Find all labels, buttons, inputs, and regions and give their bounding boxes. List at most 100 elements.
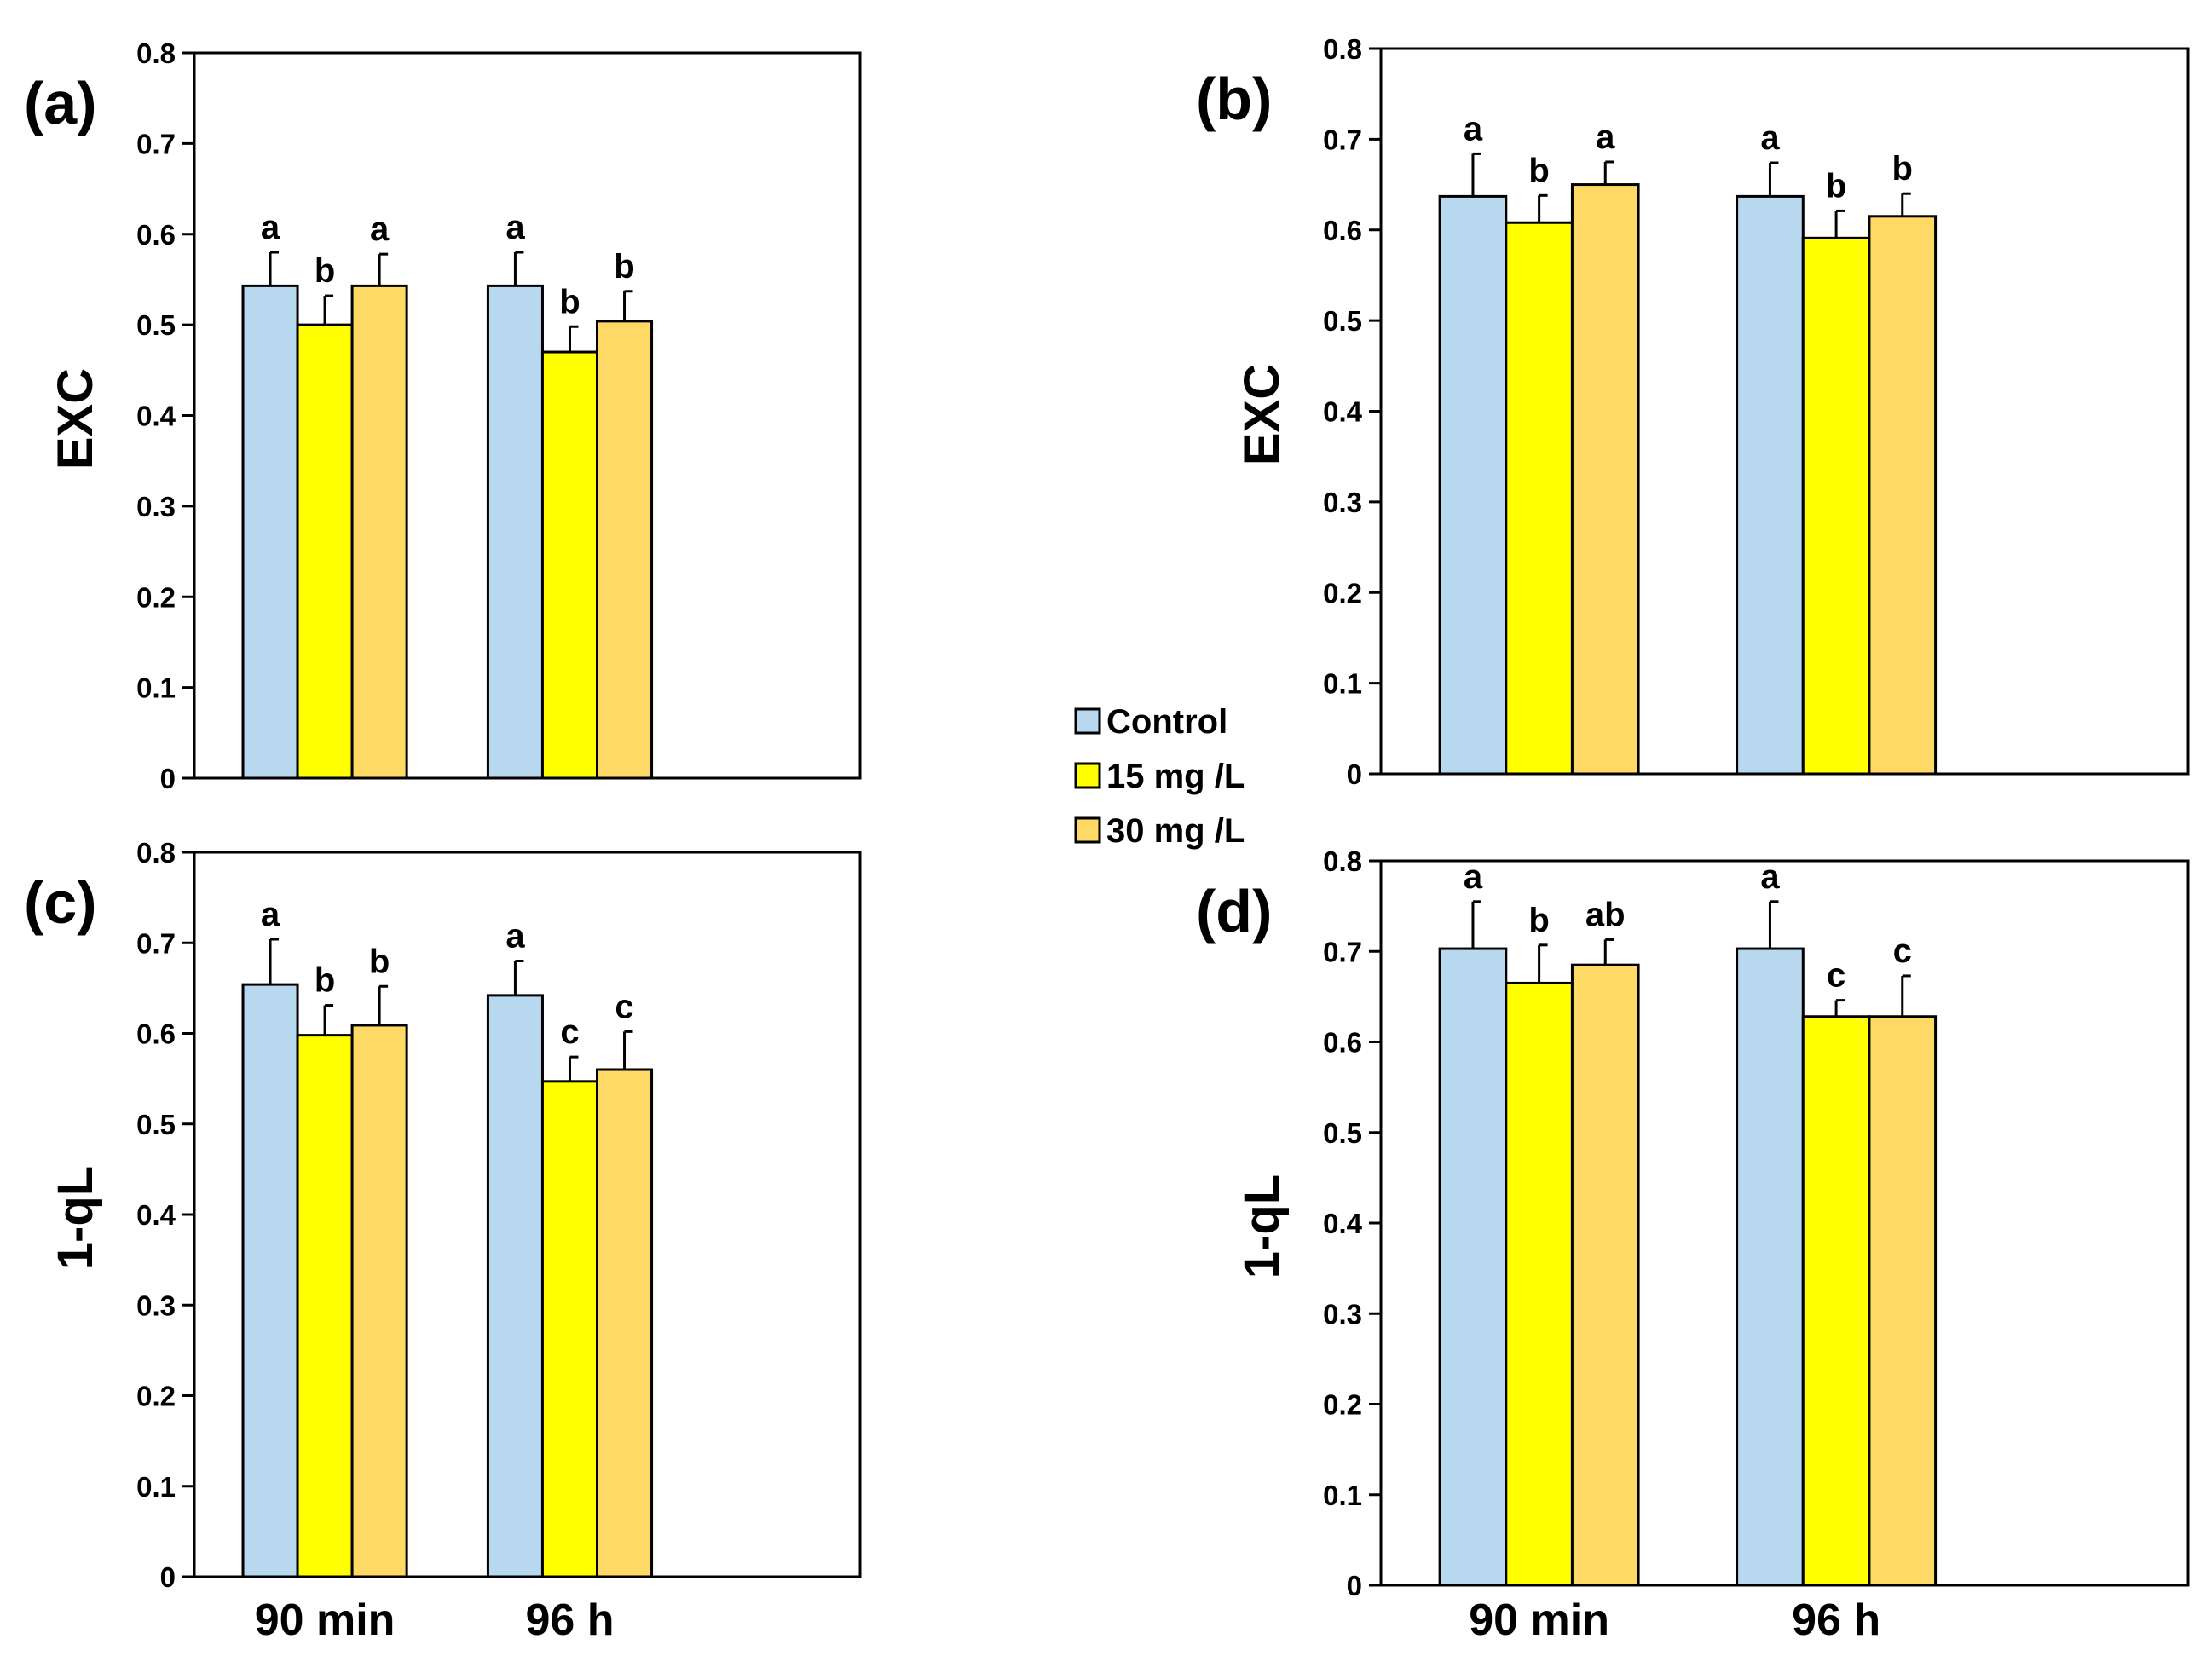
y-tick-label: 0.4 <box>1323 1208 1363 1239</box>
significance-letter: b <box>315 252 335 290</box>
y-tick-label: 0.8 <box>136 837 176 868</box>
bar <box>1438 947 1508 1587</box>
bar <box>241 983 299 1578</box>
bar <box>486 994 544 1578</box>
bar <box>241 284 299 780</box>
chart-panel-b: 0 0.1 0.2 0.3 0.4 0.5 0.6 0.7 0.8 EXC (b) a b a a b b <box>1196 33 2190 790</box>
y-tick-label: 0.8 <box>1323 33 1362 65</box>
significance-letter: b <box>1892 150 1913 188</box>
significance-letter: b <box>614 248 634 286</box>
significance-letter: b <box>369 943 390 980</box>
y-tick-label: 0.7 <box>136 128 176 159</box>
bar <box>1868 1015 1938 1587</box>
bar <box>1801 236 1871 776</box>
panel-label: (d) <box>1196 878 1272 944</box>
bar <box>1801 1015 1871 1587</box>
y-tick-label: 0.1 <box>1323 1480 1362 1511</box>
bar <box>350 284 408 780</box>
significance-letter: b <box>1528 152 1549 189</box>
legend-swatch <box>1074 762 1101 789</box>
bar <box>540 350 599 780</box>
y-tick-label: 0.1 <box>1323 668 1362 700</box>
bar <box>1438 194 1508 776</box>
legend-swatch <box>1074 816 1101 844</box>
bar <box>296 1034 354 1578</box>
bar <box>1736 947 1805 1587</box>
legend: Control 15 mg /L 30 mg /L <box>1074 703 1245 850</box>
y-tick-label: 0.5 <box>1323 1117 1362 1149</box>
significance-letter: a <box>505 918 525 955</box>
significance-letter: a <box>261 896 280 933</box>
panel-label: (b) <box>1196 66 1272 132</box>
y-tick-label: 0.2 <box>136 581 176 613</box>
y-tick-label: 0.6 <box>1323 215 1362 246</box>
y-tick-label: 0.3 <box>1323 1298 1362 1330</box>
significance-letter: c <box>1893 932 1912 970</box>
y-tick-label: 0 <box>160 763 176 794</box>
bar <box>1570 963 1640 1587</box>
legend-item: Control <box>1074 703 1227 741</box>
y-tick-label: 0.2 <box>136 1381 176 1412</box>
y-axis-label: 1-qL <box>1234 1174 1290 1278</box>
legend-swatch <box>1074 707 1101 735</box>
bar <box>486 284 544 780</box>
significance-letter: c <box>560 1013 579 1051</box>
panel-label: (c) <box>24 869 97 936</box>
y-tick-label: 0.8 <box>136 38 176 69</box>
y-axis-label: 1-qL <box>48 1166 103 1270</box>
y-tick-label: 0.6 <box>136 219 176 251</box>
x-tick-label: 90 min <box>1469 1595 1609 1645</box>
significance-letter: b <box>1826 167 1846 205</box>
x-tick-label: 96 h <box>525 1595 614 1645</box>
y-tick-label: 0.2 <box>1323 1389 1362 1421</box>
significance-letter: a <box>1760 119 1780 157</box>
y-axis-label: EXC <box>48 368 103 470</box>
y-tick-label: 0.5 <box>136 1109 176 1140</box>
significance-letter: a <box>1596 118 1615 156</box>
y-tick-label: 0.2 <box>1323 577 1362 609</box>
y-tick-label: 0.3 <box>136 1290 176 1321</box>
legend-item: 15 mg /L <box>1074 758 1245 795</box>
y-tick-label: 0.3 <box>1323 487 1362 518</box>
y-tick-label: 0.6 <box>1323 1027 1362 1059</box>
x-tick-label: 96 h <box>1792 1595 1880 1645</box>
significance-letter: a <box>370 211 390 248</box>
y-tick-label: 0.4 <box>136 1199 176 1231</box>
bar <box>1868 215 1938 776</box>
y-tick-label: 0.4 <box>1323 396 1363 428</box>
significance-letter: ab <box>1585 896 1626 933</box>
bar <box>1505 221 1574 776</box>
significance-letter: a <box>505 209 525 246</box>
significance-letter: a <box>261 209 280 246</box>
y-tick-label: 0.1 <box>136 672 176 704</box>
legend-label: Control <box>1106 703 1227 741</box>
y-tick-label: 0.7 <box>136 927 176 959</box>
y-tick-label: 0.7 <box>1323 936 1362 967</box>
legend-label: 30 mg /L <box>1106 812 1245 850</box>
bar <box>1505 981 1574 1587</box>
y-tick-label: 0.8 <box>1323 845 1362 877</box>
bar <box>596 1068 654 1578</box>
bar <box>596 320 654 780</box>
significance-letter: c <box>615 988 633 1025</box>
y-tick-label: 0.7 <box>1323 124 1362 155</box>
significance-letter: b <box>315 962 335 1000</box>
y-tick-label: 0.5 <box>1323 305 1362 337</box>
y-tick-label: 0.5 <box>136 309 176 341</box>
panel-label: (a) <box>24 70 97 136</box>
y-tick-label: 0.1 <box>136 1471 176 1503</box>
bar <box>296 323 354 780</box>
significance-letter: c <box>1827 957 1845 995</box>
significance-letter: a <box>1464 858 1483 896</box>
significance-letter: b <box>559 283 580 320</box>
significance-letter: a <box>1760 858 1780 896</box>
y-tick-label: 0.3 <box>136 491 176 522</box>
y-tick-label: 0 <box>1347 759 1362 790</box>
y-tick-label: 0 <box>1347 1570 1362 1601</box>
y-tick-label: 0.4 <box>136 401 176 432</box>
significance-letter: a <box>1464 110 1483 147</box>
